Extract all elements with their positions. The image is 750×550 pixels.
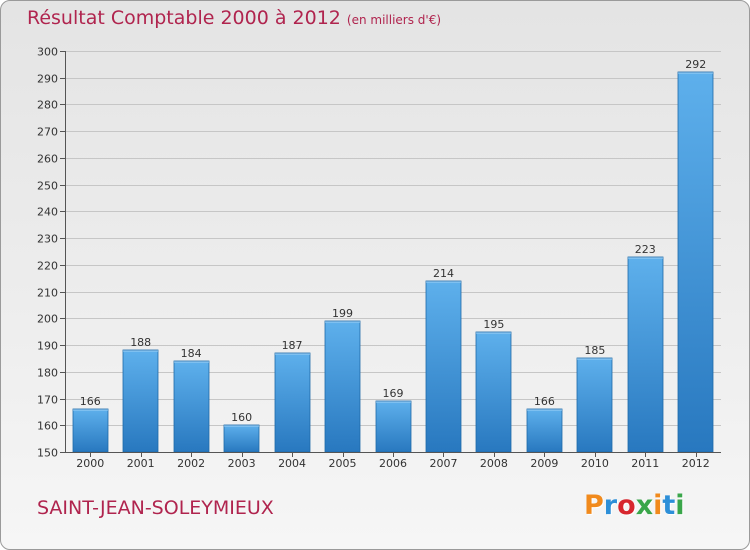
- axes: [60, 51, 721, 457]
- x-tick-label: 2009: [530, 457, 558, 470]
- x-tick-label: 2011: [631, 457, 659, 470]
- logo-letter: o: [617, 490, 636, 521]
- bar: [324, 320, 361, 453]
- bar-value-label: 199: [332, 307, 353, 320]
- x-tick-label: 2007: [429, 457, 457, 470]
- bar-value-label: 187: [282, 339, 303, 352]
- logo-letter: r: [603, 490, 618, 521]
- bar-value-label: 184: [181, 347, 202, 360]
- bar-value-label: 214: [433, 267, 454, 280]
- bar: [475, 331, 512, 453]
- y-tick-label: 270: [37, 126, 58, 139]
- bar: [173, 360, 210, 453]
- y-tick-label: 190: [37, 340, 58, 353]
- logo-letter: t: [662, 490, 676, 521]
- y-tick-label: 160: [37, 420, 58, 433]
- logo-letter: x: [635, 490, 654, 521]
- bar: [375, 400, 412, 453]
- chart-subtitle: (en milliers d'€): [346, 13, 442, 27]
- x-tick-label: 2004: [278, 457, 306, 470]
- labels: 150 160 170 180 190 200 210 220 230 240 250 260 270 2…: [37, 46, 710, 471]
- bar-value-label: 166: [534, 395, 555, 408]
- bar: [122, 349, 159, 453]
- y-tick-label: 150: [37, 447, 58, 460]
- y-tick-label: 250: [37, 180, 58, 193]
- bar: [223, 424, 260, 453]
- y-tick-label: 290: [37, 73, 58, 86]
- bar-value-label: 188: [130, 336, 151, 349]
- y-tick-label: 170: [37, 394, 58, 407]
- bar: [576, 357, 613, 453]
- x-tick-label: 2000: [76, 457, 104, 470]
- bar-value-label: 169: [383, 387, 404, 400]
- proxiti-logo: Proxiti: [584, 490, 685, 521]
- x-tick-label: 2005: [329, 457, 357, 470]
- x-tick-label: 2006: [379, 457, 407, 470]
- bar: [627, 256, 664, 453]
- x-tick-label: 2001: [127, 457, 155, 470]
- chart-title: Résultat Comptable 2000 à 2012 (en millie…: [27, 7, 441, 29]
- bar: [72, 408, 109, 453]
- title-text: Résultat Comptable 2000 à 2012: [27, 7, 341, 29]
- y-tick-label: 220: [37, 260, 58, 273]
- bar: [677, 71, 714, 453]
- bar-value-label: 223: [635, 243, 656, 256]
- commune-name: SAINT-JEAN-SOLEYMIEUX: [37, 497, 274, 519]
- logo-letter: i: [653, 490, 663, 521]
- y-tick-label: 200: [37, 313, 58, 326]
- y-tick-label: 180: [37, 367, 58, 380]
- y-tick-label: 230: [37, 233, 58, 246]
- y-tick-label: 300: [37, 46, 58, 59]
- bar-value-label: 292: [685, 58, 706, 71]
- x-tick-label: 2002: [177, 457, 205, 470]
- bar-value-label: 195: [483, 318, 504, 331]
- bar: [526, 408, 563, 453]
- bar-value-label: 160: [231, 411, 252, 424]
- bars: [72, 71, 714, 453]
- bar: [425, 280, 462, 453]
- x-tick-label: 2008: [480, 457, 508, 470]
- bar-value-label: 185: [584, 344, 605, 357]
- bar: [274, 352, 311, 453]
- y-tick-label: 280: [37, 99, 58, 112]
- logo-letter: i: [675, 490, 685, 521]
- y-tick-label: 240: [37, 206, 58, 219]
- logo-letter: P: [584, 490, 604, 521]
- x-tick-label: 2012: [682, 457, 710, 470]
- y-tick-label: 210: [37, 287, 58, 300]
- x-tick-label: 2010: [581, 457, 609, 470]
- x-tick-label: 2003: [228, 457, 256, 470]
- bar-value-label: 166: [80, 395, 101, 408]
- y-tick-label: 260: [37, 153, 58, 166]
